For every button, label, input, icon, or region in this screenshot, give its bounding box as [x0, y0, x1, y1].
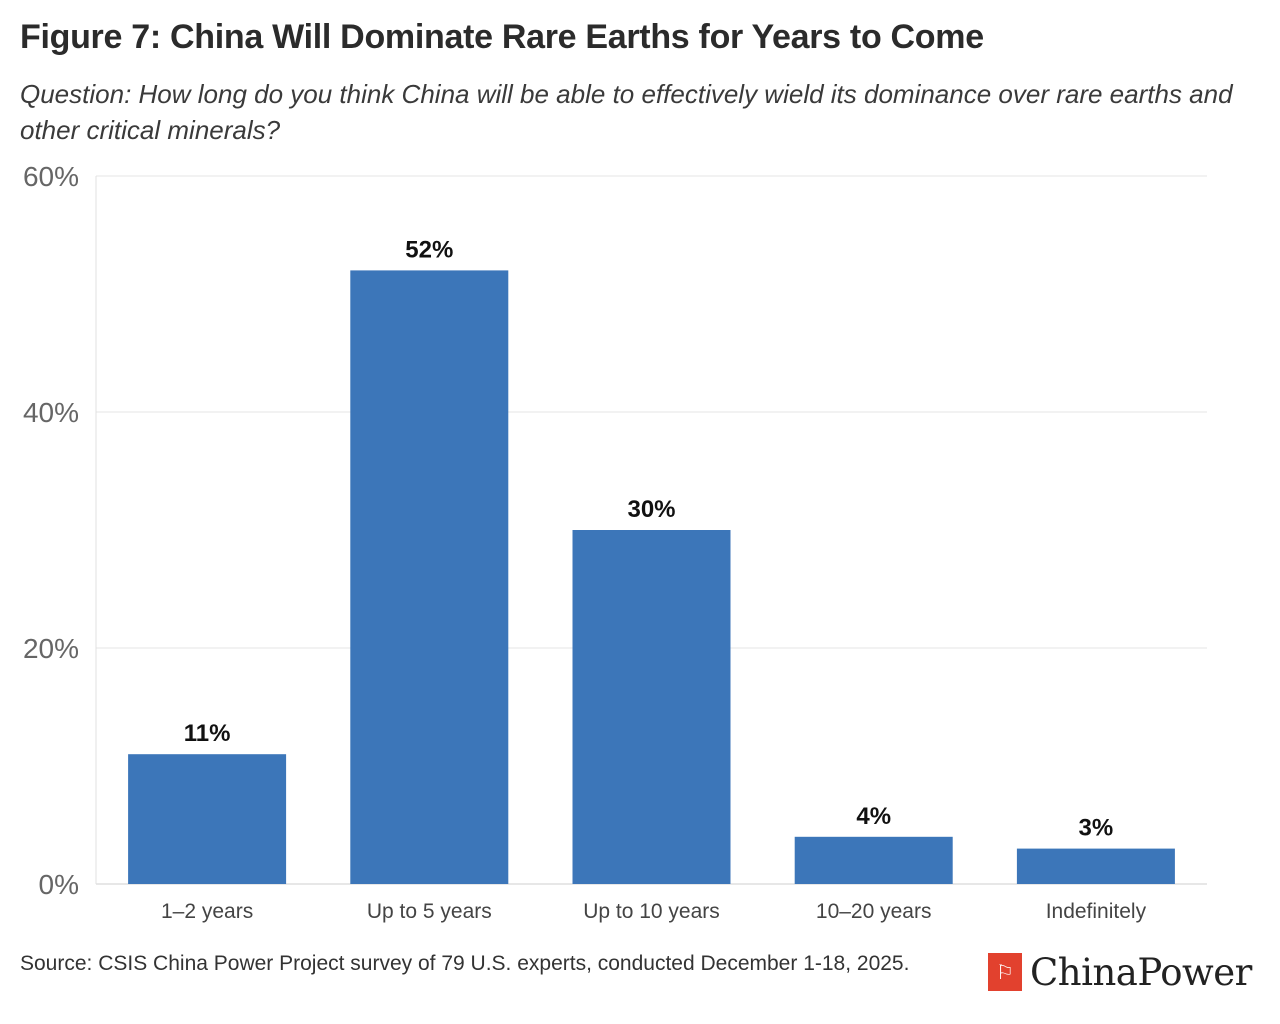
x-tick-label: Indefinitely — [1046, 900, 1147, 923]
data-label: 52% — [405, 236, 453, 263]
source-note: Source: CSIS China Power Project survey … — [20, 952, 910, 975]
x-tick-label: 1–2 years — [161, 900, 253, 923]
bar — [794, 836, 953, 884]
x-tick-label: Up to 5 years — [367, 900, 492, 923]
chart-subtitle: Question: How long do you think China wi… — [20, 79, 1233, 145]
y-tick-label: 20% — [23, 633, 79, 664]
x-tick-label: Up to 10 years — [583, 900, 720, 923]
brand-name: ChinaPower — [1030, 950, 1252, 994]
data-label: 30% — [627, 496, 675, 523]
y-tick-label: 0% — [39, 869, 79, 900]
data-label: 4% — [856, 803, 891, 830]
bar — [572, 530, 731, 884]
bar — [1016, 848, 1175, 884]
y-tick-label: 60% — [23, 161, 79, 192]
bar — [350, 270, 509, 884]
x-tick-label: 10–20 years — [816, 900, 932, 923]
data-label: 11% — [184, 720, 231, 747]
brand-logo: ⚐ ChinaPower — [988, 950, 1252, 994]
y-tick-label: 40% — [23, 397, 79, 428]
bar-chart: 0% 20% 40% 60% 11% 1–2 years 52% Up to 5 years 3… — [23, 161, 1207, 923]
china-power-logo-icon: ⚐ — [988, 953, 1022, 991]
data-label: 3% — [1079, 815, 1114, 842]
chart-title: Figure 7: China Will Dominate Rare Earth… — [20, 18, 984, 56]
bar — [128, 754, 287, 884]
